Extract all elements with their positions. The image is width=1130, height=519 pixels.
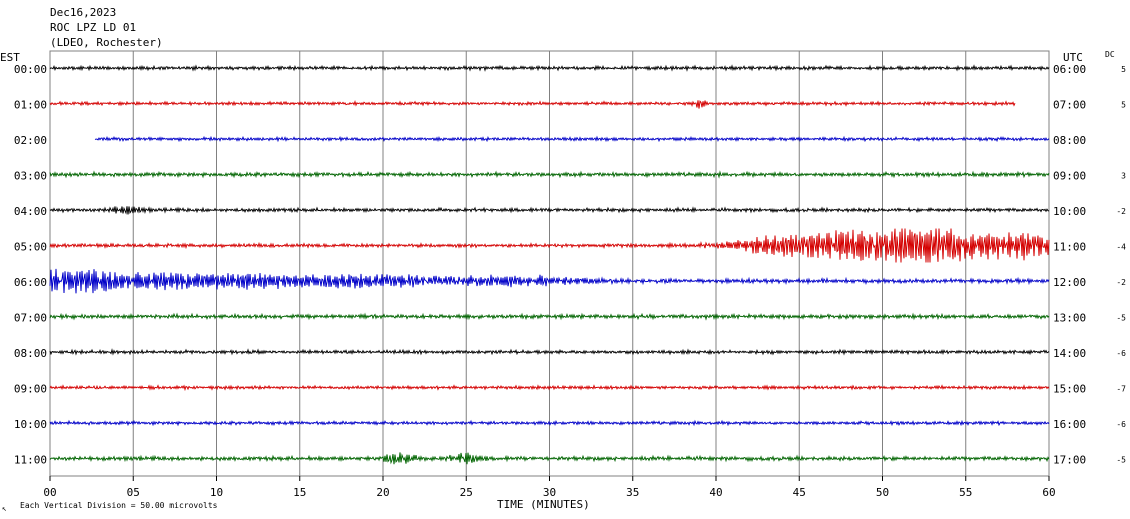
- footer-marker: ↖: [2, 504, 7, 513]
- x-tick-label: 25: [460, 486, 473, 499]
- row-utc-label: 09:00: [1053, 170, 1086, 183]
- seismic-trace: [49, 99, 1016, 109]
- row-est-label: 11:00: [14, 454, 47, 467]
- header-network: (LDEO, Rochester): [50, 36, 163, 49]
- seismic-trace: [49, 206, 1050, 215]
- row-est-label: 02:00: [14, 134, 47, 147]
- row-utc-label: 15:00: [1053, 383, 1086, 396]
- row-est-label: 09:00: [14, 383, 47, 396]
- x-axis-title: TIME (MINUTES): [497, 498, 590, 511]
- row-utc-label: 17:00: [1053, 454, 1086, 467]
- row-dc-value: -6: [1116, 349, 1126, 358]
- seismic-trace: [49, 64, 1050, 72]
- row-dc-value: -5: [1116, 456, 1126, 465]
- seismic-trace: [49, 419, 1050, 427]
- x-tick-label: 55: [959, 486, 972, 499]
- row-dc-value: 5: [1121, 65, 1126, 74]
- row-est-label: 08:00: [14, 347, 47, 360]
- row-dc-value: 3: [1121, 172, 1126, 181]
- x-tick-label: 50: [876, 486, 889, 499]
- seismic-trace: [49, 228, 1050, 263]
- row-utc-label: 06:00: [1053, 63, 1086, 76]
- seismic-trace: [49, 384, 1050, 392]
- row-est-label: 03:00: [14, 170, 47, 183]
- row-utc-label: 10:00: [1053, 205, 1086, 218]
- row-utc-label: 13:00: [1053, 312, 1086, 325]
- x-tick-label: 00: [43, 486, 56, 499]
- seismic-trace: [49, 348, 1050, 356]
- traces: [49, 64, 1050, 465]
- row-dc-value: 5: [1121, 101, 1126, 110]
- right-timezone-label: UTC: [1063, 51, 1083, 64]
- row-utc-label: 08:00: [1053, 134, 1086, 147]
- row-est-label: 10:00: [14, 418, 47, 431]
- row-est-label: 06:00: [14, 276, 47, 289]
- row-est-label: 01:00: [14, 99, 47, 112]
- x-tick-label: 60: [1042, 486, 1055, 499]
- row-utc-label: 11:00: [1053, 241, 1086, 254]
- x-tick-label: 05: [127, 486, 140, 499]
- x-tick-label: 45: [793, 486, 806, 499]
- row-dc-value: -2: [1116, 207, 1126, 216]
- row-est-label: 04:00: [14, 205, 47, 218]
- row-dc-value: -6: [1116, 420, 1126, 429]
- row-est-label: 00:00: [14, 63, 47, 76]
- row-est-label: 05:00: [14, 241, 47, 254]
- seismic-trace: [94, 135, 1050, 143]
- row-est-label: 07:00: [14, 312, 47, 325]
- dc-header-label: DC: [1105, 50, 1115, 59]
- row-dc-value: -7: [1116, 385, 1126, 394]
- grid: [49, 50, 1050, 481]
- labels: Dec16,2023 ROC LPZ LD 01 (LDEO, Rocheste…: [0, 6, 1126, 513]
- row-utc-label: 07:00: [1053, 99, 1086, 112]
- x-tick-label: 35: [626, 486, 639, 499]
- header-date: Dec16,2023: [50, 6, 116, 19]
- row-utc-label: 12:00: [1053, 276, 1086, 289]
- scale-note: Each Vertical Division = 50.00 microvolt…: [20, 501, 218, 510]
- row-utc-label: 16:00: [1053, 418, 1086, 431]
- seismic-trace: [49, 170, 1050, 179]
- x-tick-label: 20: [376, 486, 389, 499]
- header-station: ROC LPZ LD 01: [50, 21, 136, 34]
- row-dc-value: -5: [1116, 314, 1126, 323]
- x-tick-label: 30: [543, 486, 556, 499]
- row-dc-value: -2: [1116, 278, 1126, 287]
- seismic-trace: [49, 312, 1050, 321]
- left-timezone-label: EST: [0, 51, 20, 64]
- seismic-trace: [49, 268, 1050, 294]
- row-utc-label: 14:00: [1053, 347, 1086, 360]
- seismic-trace: [49, 452, 1050, 465]
- x-tick-label: 40: [709, 486, 722, 499]
- x-tick-label: 15: [293, 486, 306, 499]
- x-tick-label: 10: [210, 486, 223, 499]
- row-dc-value: -4: [1116, 243, 1126, 252]
